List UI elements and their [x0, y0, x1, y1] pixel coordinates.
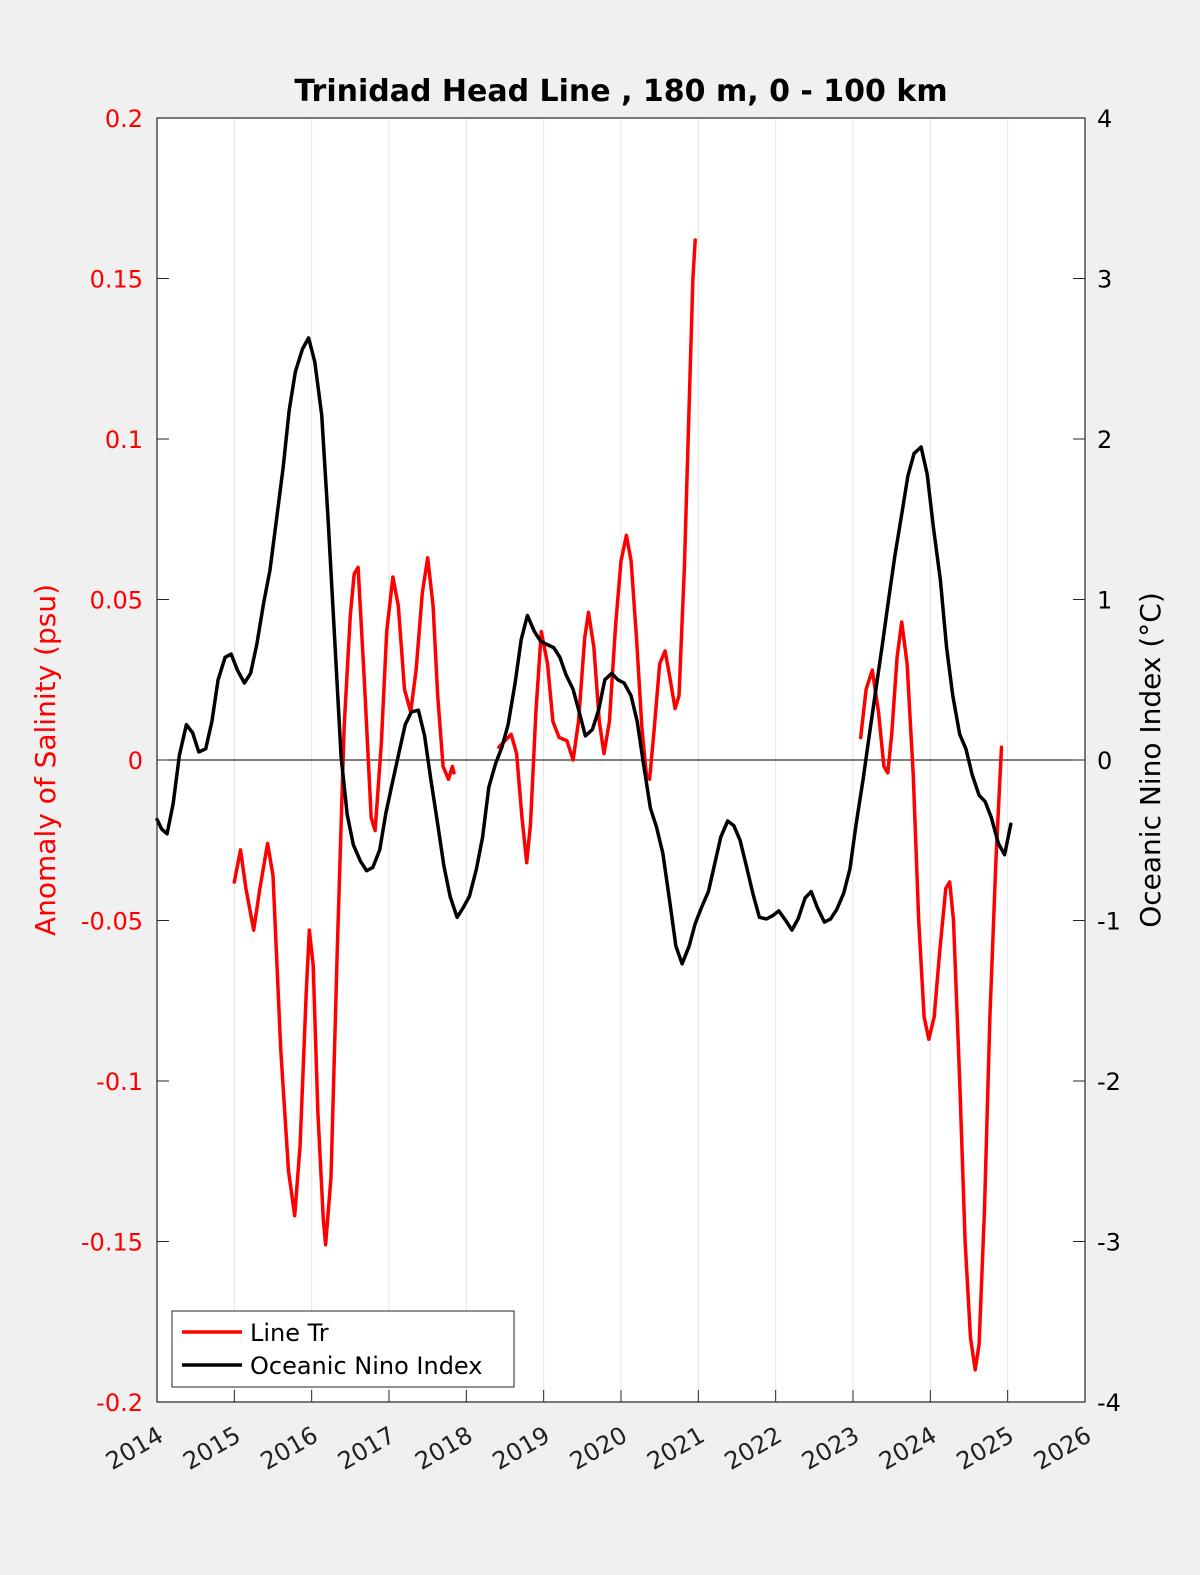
series-line-line-tr — [497, 238, 697, 865]
right-tick-label: -3 — [1097, 1229, 1121, 1257]
left-tick-label: 0.2 — [105, 105, 143, 133]
left-tick-label: -0.05 — [81, 908, 143, 936]
legend-label-line-tr: Line Tr — [250, 1319, 329, 1347]
left-tick-label: 0.15 — [90, 266, 143, 294]
right-tick-label: 3 — [1097, 266, 1112, 294]
right-tick-label: 0 — [1097, 747, 1112, 775]
left-tick-label: -0.15 — [81, 1229, 143, 1257]
left-tick-label: -0.1 — [96, 1068, 143, 1096]
legend-label-oceanic-nino-index: Oceanic Nino Index — [250, 1352, 482, 1380]
series-line-oceanic-nino-index — [155, 336, 1013, 966]
ticks-layer — [156, 117, 1086, 1403]
right-axis-tick-labels: -4 -3 -2 -1 0 1 2 3 4 — [1097, 105, 1121, 1417]
right-tick-label: -4 — [1097, 1389, 1121, 1417]
right-axis-label: Oceanic Nino Index (°C) — [1134, 592, 1167, 928]
right-tick-label: -1 — [1097, 908, 1121, 936]
right-tick-label: 2 — [1097, 426, 1112, 454]
series-line-line-tr — [232, 556, 456, 1247]
series-layer — [155, 238, 1013, 1372]
left-tick-label: 0.05 — [90, 587, 143, 615]
left-tick-label: 0.1 — [105, 426, 143, 454]
left-tick-label: 0 — [128, 747, 143, 775]
right-tick-label: 1 — [1097, 587, 1112, 615]
left-axis-label: Anomaly of Salinity (psu) — [29, 584, 62, 936]
left-axis-tick-labels: -0.2 -0.15 -0.1 -0.05 0 0.05 0.1 0.15 0.2 — [81, 105, 143, 1417]
chart-title: Trinidad Head Line , 180 m, 0 - 100 km — [294, 74, 947, 109]
legend: Line Tr Oceanic Nino Index — [171, 1310, 515, 1388]
series-line-line-tr — [858, 620, 1004, 1372]
left-tick-label: -0.2 — [96, 1389, 143, 1417]
legend-box — [171, 1310, 515, 1388]
right-tick-label: -2 — [1097, 1068, 1121, 1096]
right-tick-label: 4 — [1097, 105, 1112, 133]
